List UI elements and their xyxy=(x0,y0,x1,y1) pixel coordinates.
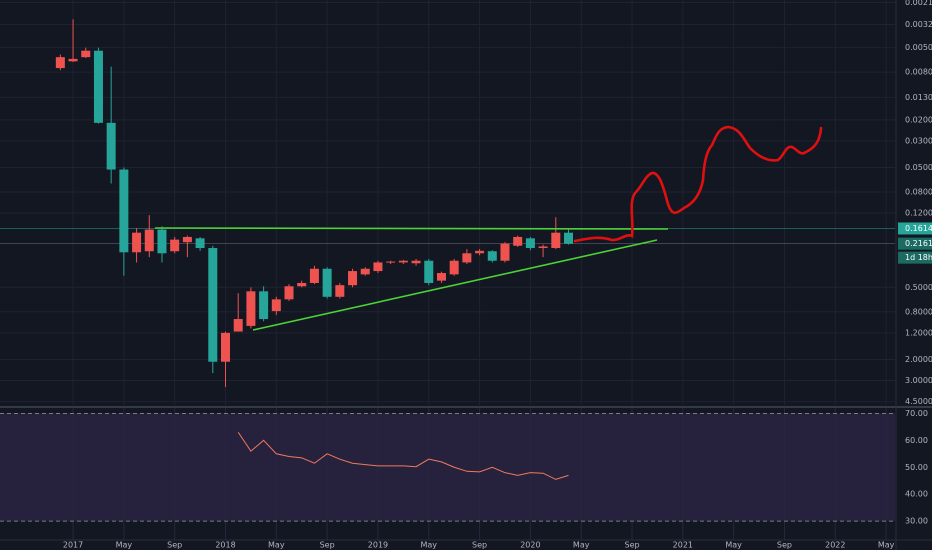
candle-body xyxy=(462,253,472,263)
y-tick-label: 40.00 xyxy=(905,490,928,499)
y-tick-label: 1.20000 xyxy=(905,328,932,337)
price-label: 0.16145 xyxy=(905,224,932,233)
x-tick-label: Sep xyxy=(624,541,639,550)
candle-body xyxy=(538,246,548,249)
candle-body xyxy=(322,268,332,297)
candle-body xyxy=(513,236,523,246)
candle-body xyxy=(386,261,396,263)
grid xyxy=(0,0,895,540)
candle-body xyxy=(106,122,116,170)
forecast-drawing xyxy=(573,125,823,243)
x-tick-label: 2018 xyxy=(215,541,235,550)
candle-body xyxy=(144,229,154,252)
y-tick-label: 70.00 xyxy=(905,409,928,418)
labels: 2017 May Sep 2018 May Sep 2019 May Sep 2020 May Sep… xyxy=(63,0,932,550)
candle-body xyxy=(195,238,205,249)
marks xyxy=(55,19,574,480)
rsi-line xyxy=(237,431,569,480)
candle-body xyxy=(132,232,142,253)
x-tick-label: May xyxy=(878,541,895,550)
y-tick-label: 30.00 xyxy=(905,517,928,526)
candle-body xyxy=(284,286,294,300)
candle-body xyxy=(55,57,65,69)
x-tick-label: Sep xyxy=(167,541,182,550)
x-tick-label: Sep xyxy=(472,541,487,550)
candle-body xyxy=(157,229,167,254)
candle-body xyxy=(475,250,485,254)
candle-body xyxy=(271,299,281,312)
candle-body xyxy=(93,50,103,123)
candle-body xyxy=(220,332,230,362)
candle-body xyxy=(500,243,510,261)
candle-body xyxy=(551,232,561,249)
x-tick-label: 2017 xyxy=(63,541,83,550)
candle-body xyxy=(208,248,218,362)
candle-body xyxy=(233,319,243,332)
y-tick-label: 60.00 xyxy=(905,436,928,445)
y-tick-label: 50.00 xyxy=(905,463,928,472)
support-line xyxy=(252,239,658,331)
candle-body xyxy=(297,282,307,287)
candle-body xyxy=(525,238,535,249)
candle-body xyxy=(182,236,192,243)
candle-body xyxy=(360,268,370,275)
y-tick-label: 3.00000 xyxy=(905,376,932,385)
countdown-box xyxy=(898,251,932,264)
x-tick-label: Sep xyxy=(777,541,792,550)
candle-body xyxy=(398,260,408,263)
candle-body xyxy=(373,262,383,272)
candle-body xyxy=(348,271,358,286)
x-tick-label: May xyxy=(116,541,133,550)
candle-body xyxy=(335,285,345,297)
candle-body xyxy=(259,291,269,320)
candle-body xyxy=(119,169,129,253)
x-tick-label: 2020 xyxy=(520,541,540,550)
resistance-line xyxy=(154,227,669,230)
price-label: 0.21610 xyxy=(905,239,932,248)
candle-body xyxy=(424,260,434,283)
x-tick-label: Sep xyxy=(320,541,335,550)
price-label-box xyxy=(898,237,932,250)
x-tick-label: May xyxy=(725,541,742,550)
candle-body xyxy=(436,273,446,281)
candle-body xyxy=(170,239,180,252)
candle-body xyxy=(309,268,319,283)
candle-body xyxy=(449,260,459,275)
x-tick-label: May xyxy=(573,541,590,550)
candle-body xyxy=(564,232,574,244)
countdown: 1d 18h xyxy=(905,253,932,262)
candle-body xyxy=(68,58,78,62)
x-tick-label: May xyxy=(268,541,285,550)
x-tick-label: 2021 xyxy=(673,541,693,550)
candle-body xyxy=(487,251,497,261)
x-tick-label: 2019 xyxy=(368,541,388,550)
price-label-box xyxy=(898,222,932,235)
y-tick-label: 0.80000 xyxy=(905,307,932,316)
y-tick-label: 2.00000 xyxy=(905,355,932,364)
x-tick-label: May xyxy=(420,541,437,550)
candle-body xyxy=(411,260,421,264)
candle-body xyxy=(81,50,91,58)
candle-body xyxy=(246,291,256,326)
rsi-band xyxy=(0,413,895,522)
x-tick-label: 2022 xyxy=(825,541,845,550)
